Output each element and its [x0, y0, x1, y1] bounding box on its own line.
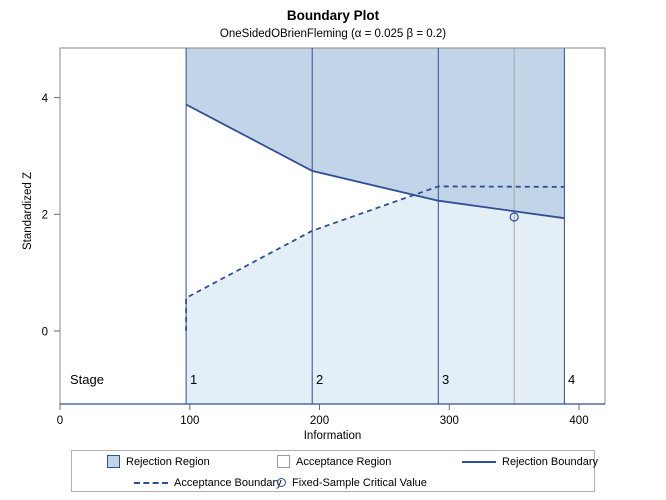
x-tick-label-400: 400	[569, 415, 588, 427]
chart-legend: Rejection Region Acceptance Region Rejec…	[71, 450, 598, 492]
acceptance-region-fill	[186, 186, 565, 404]
legend-label-rejection-boundary: Rejection Boundary	[502, 455, 599, 468]
rejection-region-swatch-icon	[107, 455, 120, 468]
rejection-region-fill	[186, 48, 565, 219]
stage-axis-label: Stage	[70, 372, 104, 387]
rejection-boundary-line	[185, 103, 565, 220]
y-tick-label-2: 2	[42, 210, 48, 222]
legend-item-acceptance-region: Acceptance Region	[277, 455, 391, 468]
x-tick-label-0: 0	[57, 415, 63, 427]
stage-label-2: 2	[316, 372, 323, 387]
legend-item-rejection-region: Rejection Region	[107, 455, 210, 468]
x-tick-label-300: 300	[440, 415, 459, 427]
x-tick-label-200: 200	[310, 415, 329, 427]
x-tick-label-100: 100	[180, 415, 199, 427]
y-tick-label-0: 0	[42, 326, 48, 338]
x-axis-label: Information	[303, 430, 362, 442]
fixed-sample-critical-value-marker	[509, 212, 519, 222]
y-tick-label-4: 4	[42, 93, 49, 105]
solid-line-icon	[462, 460, 496, 463]
dashed-line-icon	[134, 481, 168, 484]
legend-label-acceptance-region: Acceptance Region	[296, 455, 392, 468]
legend-label-rejection-region: Rejection Region	[126, 455, 210, 468]
legend-label-acceptance-boundary: Acceptance Boundary	[174, 476, 282, 489]
stage-label-4: 4	[568, 372, 575, 387]
chart-title: Boundary Plot	[286, 8, 380, 23]
acceptance-boundary-line	[185, 185, 565, 331]
stage-label-3: 3	[442, 372, 449, 387]
legend-item-rejection-boundary: Rejection Boundary	[462, 456, 598, 468]
legend-label-fixed-sample-critical-value: Fixed-Sample Critical Value	[292, 476, 427, 489]
circle-marker-icon	[277, 478, 286, 487]
stage-label-1: 1	[190, 372, 197, 387]
chart-subtitle: OneSidedOBrienFleming (α = 0.025 β = 0.2…	[219, 28, 447, 40]
legend-item-fixed-sample-critical-value: Fixed-Sample Critical Value	[277, 477, 427, 489]
acceptance-region-swatch-icon	[277, 455, 290, 468]
legend-item-acceptance-boundary: Acceptance Boundary	[134, 477, 282, 489]
